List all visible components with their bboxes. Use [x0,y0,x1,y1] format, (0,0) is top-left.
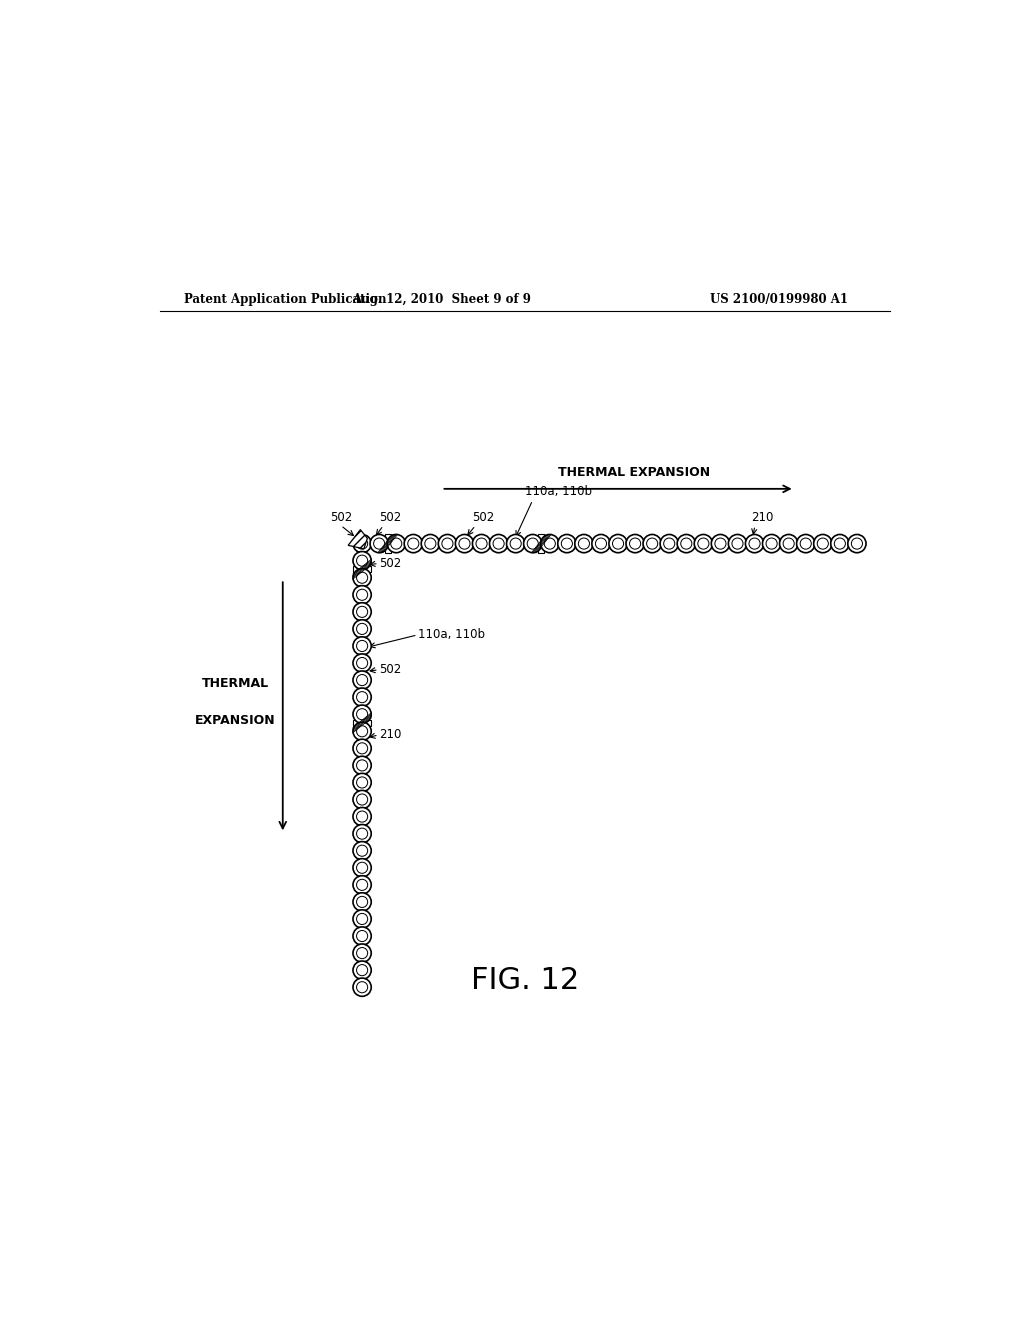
Circle shape [489,535,508,553]
Circle shape [609,535,627,553]
Circle shape [353,927,372,945]
Circle shape [353,552,372,570]
Text: 210: 210 [379,729,401,742]
Circle shape [745,535,764,553]
Text: 502: 502 [472,511,494,524]
Circle shape [353,722,372,741]
Circle shape [523,535,542,553]
Text: THERMAL EXPANSION: THERMAL EXPANSION [558,466,710,479]
Circle shape [438,535,457,553]
Circle shape [353,944,372,962]
Circle shape [353,569,372,587]
Circle shape [370,535,388,553]
Circle shape [353,892,372,911]
Circle shape [472,535,490,553]
Circle shape [830,535,849,553]
Text: FIG. 12: FIG. 12 [471,965,579,994]
Circle shape [404,535,423,553]
Text: 502: 502 [379,663,401,676]
Circle shape [541,535,559,553]
Circle shape [626,535,644,553]
Circle shape [574,535,593,553]
Text: 110a, 110b: 110a, 110b [524,486,592,499]
Bar [353,719,372,726]
Text: 110a, 110b: 110a, 110b [418,628,484,642]
Bar [538,535,545,553]
Circle shape [779,535,798,553]
Circle shape [353,978,372,997]
Circle shape [353,842,372,859]
Circle shape [677,535,695,553]
Circle shape [660,535,678,553]
Circle shape [353,825,372,842]
Circle shape [507,535,524,553]
Circle shape [421,535,439,553]
Circle shape [353,858,372,876]
Circle shape [712,535,729,553]
Text: EXPANSION: EXPANSION [195,714,275,727]
Polygon shape [348,529,368,549]
Circle shape [643,535,662,553]
Bar [353,566,372,573]
Bar [385,535,391,553]
Circle shape [353,791,372,809]
Circle shape [353,636,372,655]
Circle shape [353,909,372,928]
Circle shape [694,535,713,553]
Circle shape [353,875,372,894]
Circle shape [797,535,815,553]
Circle shape [353,653,372,672]
Circle shape [353,535,372,553]
Text: Aug. 12, 2010  Sheet 9 of 9: Aug. 12, 2010 Sheet 9 of 9 [352,293,530,306]
Circle shape [558,535,575,553]
Circle shape [763,535,780,553]
Circle shape [456,535,474,553]
Circle shape [387,535,406,553]
Circle shape [353,961,372,979]
Text: 502: 502 [331,511,352,524]
Text: US 2100/0199980 A1: US 2100/0199980 A1 [710,293,848,306]
Circle shape [353,756,372,775]
Circle shape [848,535,866,553]
Circle shape [353,774,372,792]
Circle shape [353,671,372,689]
Text: Patent Application Publication: Patent Application Publication [183,293,386,306]
Circle shape [353,739,372,758]
Text: 502: 502 [379,557,401,570]
Circle shape [353,688,372,706]
Circle shape [353,705,372,723]
Circle shape [728,535,746,553]
Circle shape [353,603,372,620]
Circle shape [353,586,372,605]
Circle shape [592,535,610,553]
Circle shape [814,535,831,553]
Text: THERMAL: THERMAL [202,677,268,690]
Text: 502: 502 [379,511,401,524]
Circle shape [353,808,372,826]
Circle shape [353,620,372,638]
Text: 210: 210 [751,511,773,524]
